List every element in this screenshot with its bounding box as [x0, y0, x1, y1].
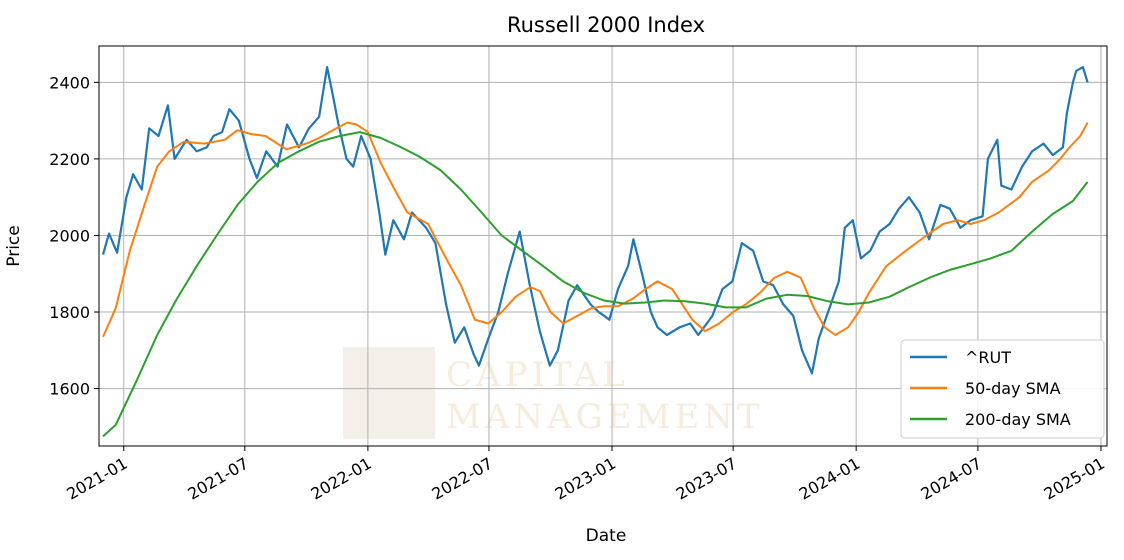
- series-line-2: [102, 131, 1089, 438]
- y-tick-label: 2000: [49, 226, 90, 245]
- legend-label-1: 50-day SMA: [965, 379, 1061, 398]
- y-axis-label: Price: [4, 225, 24, 266]
- legend-box: [900, 339, 1105, 439]
- watermark-logo-box: [343, 347, 435, 439]
- series-group: [101, 65, 1089, 438]
- y-tick-label: 2200: [49, 150, 90, 169]
- legend: ^RUT 50-day SMA 200-day SMA: [900, 339, 1105, 439]
- y-tick-label: 2400: [49, 73, 90, 92]
- watermark-logo-bottom: 35: [365, 393, 413, 437]
- plot-frame: [98, 45, 1108, 447]
- legend-label-0: ^RUT: [965, 348, 1011, 367]
- y-tick-label: 1600: [49, 380, 90, 399]
- series-line-1: [102, 121, 1089, 338]
- chart-title: Russell 2000 Index: [507, 13, 705, 37]
- watermark-line2: MANAGEMENT: [446, 397, 764, 437]
- watermark-logo-top: 10: [365, 351, 413, 395]
- grid: [99, 46, 1107, 446]
- y-axis: 1600 1800 2000 2200 2400: [49, 73, 99, 399]
- y-tick-label: 1800: [49, 303, 90, 322]
- x-axis-label: Date: [586, 526, 627, 546]
- legend-label-2: 200-day SMA: [965, 410, 1071, 429]
